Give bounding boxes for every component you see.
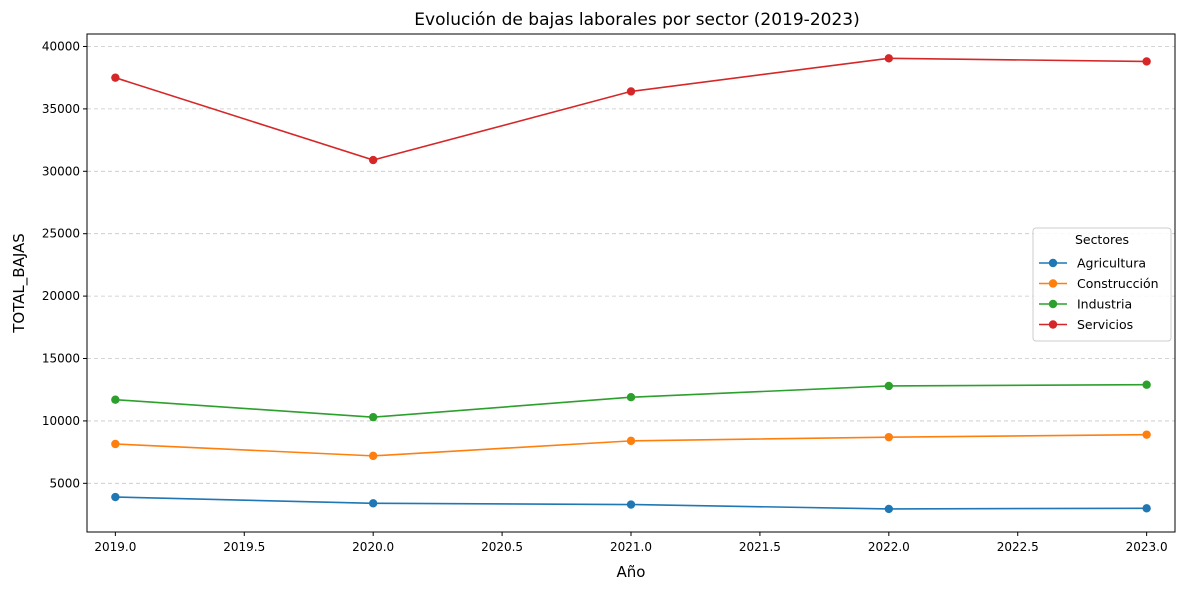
y-tick-label: 15000 [42, 352, 80, 366]
y-tick-label: 30000 [42, 164, 80, 178]
x-tick-label: 2019.5 [223, 540, 265, 554]
x-tick-label: 2021.0 [610, 540, 652, 554]
legend-marker [1048, 279, 1058, 288]
legend: Sectores Agricultura Construcción Industria… [1032, 227, 1172, 342]
data-point [111, 439, 120, 449]
y-axis-ticks: 5000 10000 15000 20000 25000 30000 35000 40000 [42, 39, 87, 490]
legend-marker [1048, 299, 1058, 309]
x-tick-label: 2021.5 [739, 540, 781, 554]
data-point [884, 504, 894, 514]
x-tick-label: 2022.5 [997, 540, 1039, 554]
legend-box [1032, 227, 1172, 342]
chart-title: Evolución de bajas laborales por sector … [414, 10, 859, 30]
x-axis-ticks: 2019.0 2019.5 2020.0 2020.5 2021.0 2021.5 2022… [94, 532, 1168, 554]
data-point [1142, 57, 1151, 66]
x-axis-label: Año [617, 563, 646, 581]
data-point [368, 499, 378, 508]
y-tick-label: 40000 [42, 39, 80, 53]
grid [87, 46, 1175, 484]
x-tick-label: 2020.5 [481, 540, 523, 554]
data-point [1142, 504, 1151, 513]
data-point [368, 155, 378, 165]
data-point [626, 87, 636, 96]
legend-entry-label: Servicios [1077, 317, 1133, 332]
y-tick-label: 10000 [42, 414, 80, 428]
x-tick-label: 2023.0 [1126, 540, 1168, 554]
data-point [626, 500, 636, 509]
data-point [1142, 430, 1151, 439]
x-tick-label: 2022.0 [868, 540, 910, 554]
y-tick-label: 20000 [42, 289, 80, 303]
y-tick-label: 5000 [49, 476, 80, 490]
data-point [111, 395, 120, 404]
x-tick-label: 2019.0 [94, 540, 136, 554]
legend-title: Sectores [1075, 232, 1129, 247]
y-tick-label: 35000 [42, 102, 80, 116]
data-point [111, 492, 120, 502]
data-point [884, 432, 894, 442]
data-point [368, 412, 378, 422]
data-point [884, 54, 894, 63]
data-point [368, 451, 378, 461]
data-point [626, 393, 636, 402]
x-tick-label: 2020.0 [352, 540, 394, 554]
data-point [1142, 380, 1151, 389]
series-lines [111, 54, 1151, 514]
y-tick-label: 25000 [42, 227, 80, 241]
legend-marker [1048, 258, 1058, 268]
legend-marker [1048, 320, 1058, 329]
data-point [884, 381, 894, 391]
data-point [111, 73, 120, 82]
legend-entry-label: Agricultura [1077, 256, 1146, 271]
legend-entry-label: Industria [1077, 297, 1132, 312]
data-point [626, 436, 636, 446]
legend-entry-label: Construcción [1077, 276, 1159, 291]
y-axis-label: TOTAL_BAJAS [10, 233, 29, 334]
